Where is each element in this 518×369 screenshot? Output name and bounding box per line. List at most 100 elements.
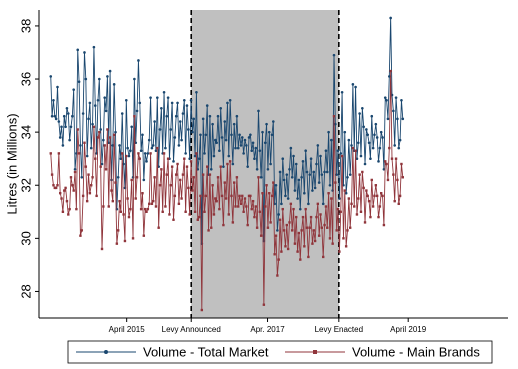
data-point xyxy=(316,202,320,206)
data-point xyxy=(196,218,199,221)
data-point xyxy=(393,144,397,147)
data-point xyxy=(274,234,278,237)
data-point xyxy=(255,226,259,229)
data-point xyxy=(211,184,214,187)
data-point xyxy=(50,173,54,176)
data-point xyxy=(251,199,255,203)
data-point xyxy=(154,205,158,208)
data-point xyxy=(215,199,218,203)
data-point xyxy=(296,250,299,253)
data-point xyxy=(366,133,370,137)
data-point xyxy=(189,160,193,163)
data-point xyxy=(103,96,107,99)
data-point xyxy=(280,202,283,206)
data-point xyxy=(228,160,232,163)
data-point xyxy=(398,138,402,142)
data-point xyxy=(169,184,172,187)
data-point xyxy=(72,88,75,91)
data-point xyxy=(278,170,282,174)
data-point xyxy=(380,192,383,195)
data-point xyxy=(315,162,318,166)
data-point xyxy=(166,157,170,160)
data-point xyxy=(259,175,263,179)
data-point xyxy=(215,141,218,145)
data-point xyxy=(216,176,220,179)
data-point xyxy=(377,160,380,163)
data-point xyxy=(361,170,364,174)
data-point xyxy=(355,213,359,216)
data-point xyxy=(107,141,111,145)
data-point xyxy=(269,162,272,166)
data-point xyxy=(126,197,129,200)
data-point xyxy=(176,101,179,105)
data-point xyxy=(161,210,164,213)
data-point xyxy=(290,229,294,232)
data-point xyxy=(96,98,100,102)
data-point xyxy=(317,234,321,237)
data-point xyxy=(282,178,286,182)
data-point xyxy=(145,160,148,163)
data-point xyxy=(87,117,90,121)
data-point xyxy=(308,173,312,176)
data-point xyxy=(359,154,363,158)
data-point xyxy=(106,75,109,78)
data-point xyxy=(338,197,341,200)
data-point xyxy=(381,136,384,139)
data-point xyxy=(127,154,131,158)
data-point xyxy=(126,146,129,150)
data-point xyxy=(129,207,132,211)
data-point xyxy=(328,183,332,187)
data-point xyxy=(112,83,116,86)
data-point xyxy=(180,138,183,142)
y-axis: 28 30 32 34 36 38 xyxy=(19,19,39,299)
data-point xyxy=(224,197,228,200)
data-point xyxy=(250,207,253,211)
data-point xyxy=(294,162,298,166)
data-point xyxy=(286,247,290,251)
legend-label-total-market: Volume - Total Market xyxy=(143,345,269,360)
data-point xyxy=(84,165,88,168)
data-point xyxy=(270,194,274,198)
data-point xyxy=(197,157,201,160)
data-point xyxy=(255,168,259,171)
data-point xyxy=(108,69,112,73)
data-point xyxy=(88,192,92,195)
data-point xyxy=(230,133,233,137)
data-point xyxy=(389,16,392,20)
data-point xyxy=(312,170,316,174)
data-point xyxy=(309,215,313,219)
data-point xyxy=(68,138,71,142)
data-point xyxy=(247,194,251,198)
data-point xyxy=(138,101,142,105)
data-point xyxy=(193,154,197,158)
data-point xyxy=(169,128,173,131)
data-point xyxy=(348,226,352,229)
data-point xyxy=(172,218,175,221)
data-point xyxy=(286,197,290,200)
data-point xyxy=(357,197,360,200)
data-point xyxy=(265,184,268,187)
data-point xyxy=(76,128,79,131)
data-point xyxy=(81,194,85,198)
data-point xyxy=(382,168,386,171)
data-point xyxy=(100,162,104,166)
data-point xyxy=(230,194,233,198)
data-point xyxy=(65,106,69,110)
data-point xyxy=(227,154,231,158)
data-point xyxy=(98,77,101,81)
data-point xyxy=(342,237,345,240)
data-point xyxy=(336,207,340,211)
data-point xyxy=(83,51,86,54)
data-point xyxy=(397,202,400,206)
data-point xyxy=(253,215,256,219)
data-point xyxy=(392,109,395,113)
data-point xyxy=(223,181,226,184)
data-point xyxy=(52,98,55,102)
data-point xyxy=(162,91,166,94)
data-point xyxy=(351,83,355,86)
data-point xyxy=(189,98,193,102)
data-point xyxy=(102,138,105,142)
data-point xyxy=(187,186,190,190)
data-point xyxy=(301,160,305,163)
data-point xyxy=(145,210,148,213)
